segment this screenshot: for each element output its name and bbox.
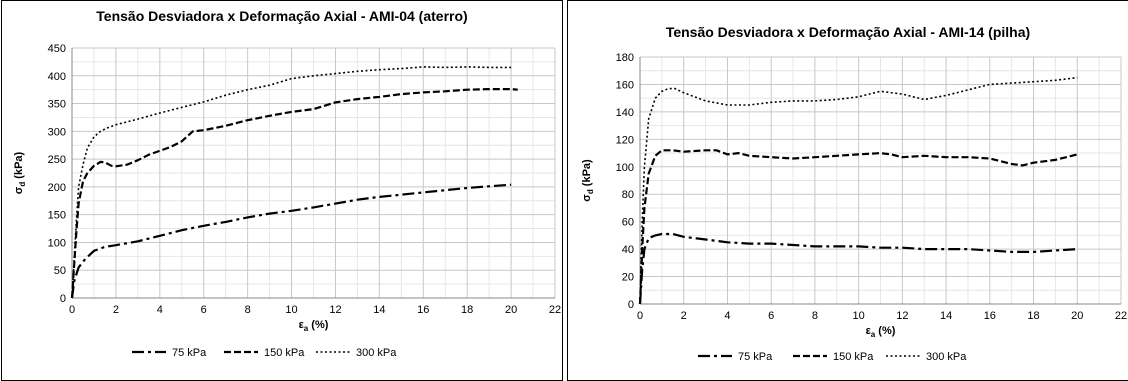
x-tick-label: 8 [812, 310, 818, 322]
x-axis-label: εa (%) [299, 319, 329, 333]
y-tick-label: 180 [616, 52, 634, 64]
series-line-300-kpa [639, 76, 1078, 305]
x-tick-label: 20 [505, 304, 517, 316]
x-tick-label: 14 [940, 310, 952, 322]
y-tick-label: 150 [48, 210, 66, 222]
x-tick-label: 20 [1071, 310, 1083, 322]
chart-title: Tensão Desviadora x Deformação Axial - A… [96, 8, 467, 24]
x-tick-label: 16 [417, 304, 429, 316]
y-tick-label: 40 [622, 244, 634, 256]
x-tick-label: 4 [724, 310, 730, 322]
series-line-75-kpa [638, 232, 1078, 305]
legend-label: 150 kPa [264, 347, 305, 359]
legend-label: 150 kPa [833, 351, 874, 363]
y-tick-label: 300 [48, 126, 66, 138]
chart-title: Tensão Desviadora x Deformação Axial - A… [666, 24, 1030, 40]
chart-ami-14: Tensão Desviadora x Deformação Axial - A… [581, 24, 1127, 363]
x-tick-label: 22 [1115, 310, 1127, 322]
y-tick-label: 250 [48, 154, 66, 166]
x-tick-label: 12 [896, 310, 908, 322]
y-axis-label: σd (kPa) [13, 151, 27, 194]
x-tick-label: 6 [201, 304, 207, 316]
y-tick-label: 160 [616, 79, 634, 91]
y-tick-label: 60 [622, 217, 634, 229]
y-tick-label: 50 [54, 265, 66, 277]
chart-ami-04: Tensão Desviadora x Deformação Axial - A… [13, 8, 561, 359]
y-tick-label: 80 [622, 189, 634, 201]
legend-label: 300 kPa [926, 351, 967, 363]
y-tick-label: 120 [616, 134, 634, 146]
y-tick-label: 200 [48, 182, 66, 194]
y-tick-label: 100 [48, 237, 66, 249]
y-tick-label: 0 [628, 299, 634, 311]
x-tick-label: 18 [461, 304, 473, 316]
x-tick-label: 6 [768, 310, 774, 322]
y-tick-label: 450 [48, 43, 66, 55]
chart-panel-ami-04: Tensão Desviadora x Deformação Axial - A… [1, 0, 563, 381]
x-tick-label: 2 [681, 310, 687, 322]
x-tick-label: 14 [373, 304, 385, 316]
x-tick-label: 22 [549, 304, 561, 316]
grid [71, 47, 556, 299]
legend-label: 75 kPa [172, 347, 207, 359]
x-tick-label: 10 [285, 304, 297, 316]
x-tick-label: 4 [157, 304, 163, 316]
grid [639, 56, 1122, 305]
y-axis-label: σd (kPa) [581, 159, 595, 202]
y-tick-label: 350 [48, 99, 66, 111]
y-tick-label: 0 [60, 293, 66, 305]
x-tick-label: 8 [245, 304, 251, 316]
series-line-75-kpa [70, 183, 512, 299]
x-tick-label: 2 [113, 304, 119, 316]
legend-label: 300 kPa [356, 347, 397, 359]
series-line-150-kpa [70, 87, 518, 299]
x-tick-label: 18 [1027, 310, 1039, 322]
x-tick-label: 10 [853, 310, 865, 322]
chart-panel-ami-14: Tensão Desviadora x Deformação Axial - A… [567, 0, 1128, 381]
x-axis-label: εa (%) [866, 325, 896, 339]
y-tick-label: 20 [622, 272, 634, 284]
x-tick-label: 12 [329, 304, 341, 316]
y-tick-label: 100 [616, 162, 634, 174]
x-tick-label: 0 [637, 310, 643, 322]
x-tick-label: 16 [984, 310, 996, 322]
y-tick-label: 140 [616, 107, 634, 119]
x-tick-label: 0 [69, 304, 75, 316]
legend-label: 75 kPa [738, 351, 773, 363]
series-line-300-kpa [71, 66, 512, 299]
series-line-150-kpa [638, 149, 1078, 305]
y-tick-label: 400 [48, 71, 66, 83]
